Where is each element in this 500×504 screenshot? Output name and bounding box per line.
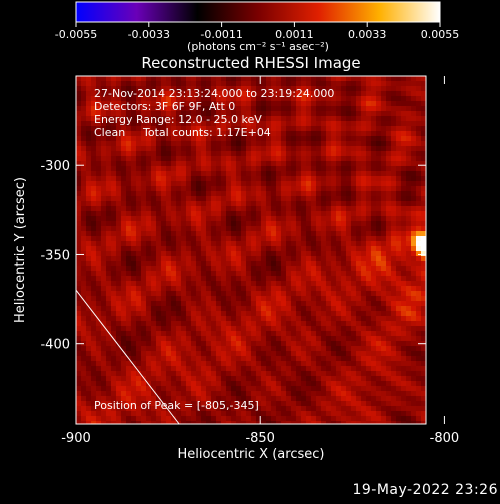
annotation-method: Clean <box>94 126 125 139</box>
solar-limb-line <box>76 289 180 424</box>
colorbar-tick-label: -0.0055 <box>55 28 97 41</box>
x-tick-label: -800 <box>430 431 460 446</box>
colorbar-ticks: -0.0055 -0.0033 -0.0011 0.0011 0.0033 0.0055 <box>55 22 459 41</box>
annotation-counts: Total counts: 1.17E+04 <box>142 126 271 139</box>
axis-ticks: -900-850-800-750-300-350-400 <box>40 76 460 446</box>
colorbar-tick-label: 0.0055 <box>421 28 460 41</box>
x-tick-label: -900 <box>61 431 91 446</box>
colorbar-tick-label: -0.0011 <box>200 28 242 41</box>
colorbar-tick-label: -0.0033 <box>128 28 170 41</box>
x-axis-label: Heliocentric X (arcsec) <box>178 447 325 462</box>
chart-title: Reconstructed RHESSI Image <box>141 54 360 72</box>
y-axis-label: Heliocentric Y (arcsec) <box>13 177 28 323</box>
y-tick-label: -300 <box>40 159 70 174</box>
peak-position-label: Position of Peak = [-805,-345] <box>94 399 259 412</box>
y-tick-label: -400 <box>40 338 70 353</box>
annotation-energy: Energy Range: 12.0 - 25.0 keV <box>94 113 262 126</box>
annotation-time: 27-Nov-2014 23:13:24.000 to 23:19:24.000 <box>94 87 334 100</box>
footer-timestamp: 19-May-2022 23:26 <box>352 482 498 498</box>
colorbar-tick-label: 0.0033 <box>348 28 387 41</box>
plot-frame <box>75 75 427 425</box>
colorbar-tick-label: 0.0011 <box>275 28 314 41</box>
colorbar-label: (photons cm⁻² s⁻¹ asec⁻²) <box>187 40 329 53</box>
colorbar-gradient <box>75 1 441 23</box>
y-tick-label: -350 <box>40 248 70 263</box>
x-tick-label: -850 <box>245 431 275 446</box>
image-area <box>76 76 426 424</box>
colorbar: -0.0055 -0.0033 -0.0011 0.0011 0.0033 0.0055 … <box>55 1 459 53</box>
annotation-detectors: Detectors: 3F 6F 9F, Att 0 <box>94 100 235 113</box>
